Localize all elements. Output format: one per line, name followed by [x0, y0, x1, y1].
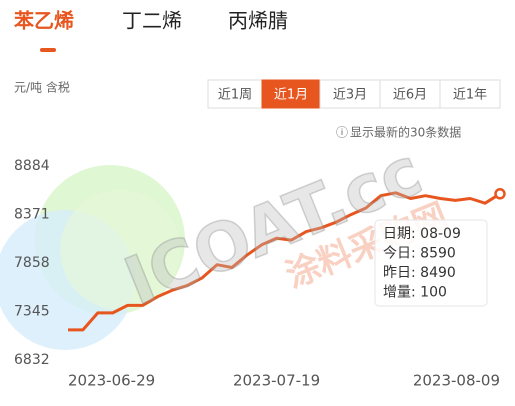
period-button[interactable] — [319, 79, 381, 109]
highlight-point — [494, 188, 506, 200]
tab[interactable]: 丙烯腈 — [228, 9, 288, 33]
price-line — [68, 191, 501, 332]
period-button[interactable] — [439, 79, 501, 109]
x-tick-label: 2023-07-19 — [233, 372, 320, 390]
x-tick-label: 2023-06-29 — [68, 372, 155, 390]
period-label[interactable]: 近6月 — [393, 88, 427, 103]
data-note: 显示最新的30条数据 — [350, 125, 461, 140]
period-button[interactable] — [207, 79, 263, 109]
tooltip-box — [374, 219, 488, 307]
tab-indicator — [40, 48, 56, 52]
y-tick-label: 7345 — [14, 304, 50, 320]
tab[interactable]: 苯乙烯 — [13, 9, 74, 33]
y-tick-label: 7858 — [14, 255, 50, 271]
y-tick-label: 8371 — [14, 207, 50, 223]
period-label[interactable]: 近1周 — [218, 88, 252, 103]
period-label[interactable]: 近1月 — [274, 88, 308, 103]
plot: 6832 7345 7858 8371 8884 2023-06-29 2023-07-19… — [14, 158, 506, 390]
unit-label: 元/吨 含税 — [14, 80, 70, 95]
tooltip-row: 日期: 08-09 — [383, 226, 461, 242]
watermark-circle — [60, 190, 180, 310]
tooltip-row: 增量: 100 — [383, 285, 447, 301]
tab[interactable]: 丁二烯 — [122, 9, 182, 33]
note-icon: ⓘ — [336, 126, 348, 140]
tooltip: 日期: 08-09 今日: 8590 昨日: 8490 增量: 100 — [374, 219, 488, 307]
tab-bar: 苯乙烯 丁二烯 丙烯腈 — [13, 9, 288, 33]
y-tick-label: 6832 — [14, 352, 50, 368]
tooltip-row: 今日: 8590 — [383, 246, 456, 262]
period-selector: 近1周 近1月 近3月 近6月 近1年 — [207, 79, 501, 109]
y-tick-label: 8884 — [14, 158, 50, 174]
tooltip-row: 昨日: 8490 — [383, 265, 456, 281]
x-tick-label: 2023-08-09 — [413, 372, 500, 390]
period-label[interactable]: 近1年 — [453, 88, 487, 103]
period-label[interactable]: 近3月 — [333, 88, 367, 103]
